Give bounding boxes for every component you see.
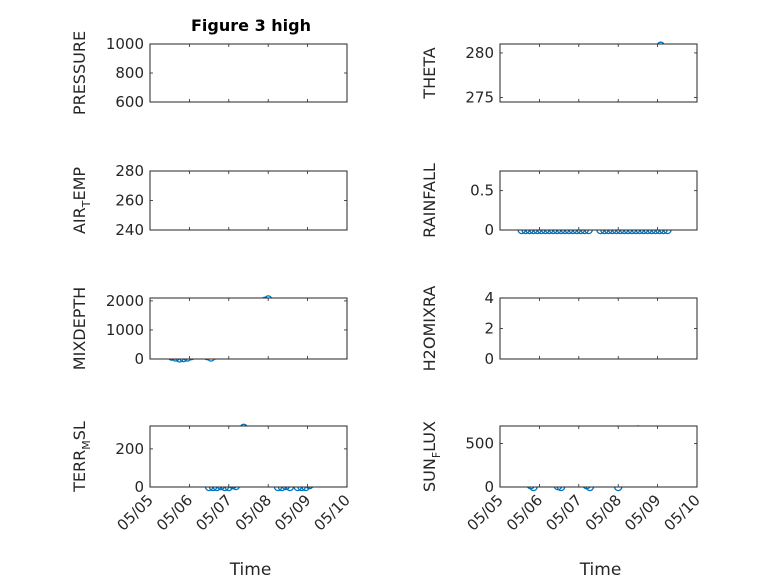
panel-mixdepth: 0 1000 2000 MIXDEPTH (70, 287, 348, 370)
panel-theta: 275 280 THETA (420, 41, 698, 107)
axes-box-pressure (149, 43, 348, 103)
y-axis-label-sun_flux: SUNFLUX (420, 421, 443, 492)
y-tick-label-terr_msl: 200 (115, 440, 144, 458)
x-tick-label-sun_flux: 05/09 (621, 491, 664, 534)
y-tick-label-pressure: 800 (115, 64, 144, 82)
axes-box-rainfall (499, 170, 698, 231)
y-tick-label-h2omixra: 4 (484, 289, 494, 307)
x-tick-label-terr_msl: 05/07 (192, 491, 235, 534)
x-tick-label-sun_flux: 05/08 (582, 491, 625, 534)
figure-title: Figure 3 high (191, 16, 311, 35)
x-tick-label-terr_msl: 05/05 (114, 491, 157, 534)
axes-box-sun_flux (499, 425, 698, 488)
y-tick-label-sun_flux: 500 (465, 434, 494, 452)
axes-box-theta (499, 43, 698, 103)
x-tick-label-terr_msl: 05/10 (311, 491, 354, 534)
y-axis-label-rainfall: RAINFALL (420, 163, 439, 238)
y-axis-label-terr_msl: TERRMSL (70, 421, 93, 493)
y-tick-label-air_temp: 260 (115, 192, 144, 210)
axes-box-terr_msl (149, 425, 348, 488)
y-axis-label-air_temp: AIRTEMP (70, 167, 93, 234)
panel-rainfall: 0 0.5 RAINFALL (420, 163, 698, 239)
x-tick-label-terr_msl: 05/09 (271, 491, 314, 534)
x-tick-label-sun_flux: 05/07 (542, 491, 585, 534)
panel-h2omixra: 0 2 4 H2OMIXRA (420, 286, 698, 372)
y-tick-label-sun_flux: 0 (484, 478, 494, 496)
x-axis-label-sun_flux: Time (579, 560, 622, 580)
y-axis-label-theta: THETA (420, 47, 439, 99)
x-axis-label-terr_msl: Time (229, 560, 272, 580)
y-tick-label-theta: 275 (465, 89, 494, 107)
panel-pressure: 600 800 1000 PRESSURE (70, 31, 348, 115)
y-tick-label-mixdepth: 0 (134, 350, 144, 368)
x-tick-label-sun_flux: 05/06 (503, 491, 546, 534)
y-tick-label-rainfall: 0.5 (470, 182, 494, 200)
y-tick-label-terr_msl: 0 (134, 478, 144, 496)
x-tick-label-terr_msl: 05/06 (153, 491, 196, 534)
y-tick-label-pressure: 600 (115, 93, 144, 111)
y-tick-label-mixdepth: 2000 (106, 292, 144, 310)
y-axis-label-mixdepth: MIXDEPTH (70, 287, 89, 370)
y-tick-label-mixdepth: 1000 (106, 321, 144, 339)
axes-box-mixdepth (149, 297, 348, 360)
axes-box-air_temp (149, 170, 348, 231)
y-tick-label-h2omixra: 2 (484, 320, 494, 338)
y-axis-label-pressure: PRESSURE (70, 31, 89, 115)
x-tick-label-sun_flux: 05/10 (661, 491, 704, 534)
y-tick-label-theta: 280 (465, 44, 494, 62)
y-tick-label-pressure: 1000 (106, 35, 144, 53)
axes-box-h2omixra (499, 297, 698, 360)
panel-air_temp: 240 260 280 AIRTEMP (70, 162, 348, 239)
x-tick-label-sun_flux: 05/05 (464, 491, 507, 534)
y-axis-label-h2omixra: H2OMIXRA (420, 286, 439, 372)
y-tick-label-rainfall: 0 (484, 221, 494, 239)
y-tick-label-air_temp: 280 (115, 162, 144, 180)
y-tick-label-air_temp: 240 (115, 221, 144, 239)
x-tick-label-terr_msl: 05/08 (232, 491, 275, 534)
y-tick-label-h2omixra: 0 (484, 350, 494, 368)
